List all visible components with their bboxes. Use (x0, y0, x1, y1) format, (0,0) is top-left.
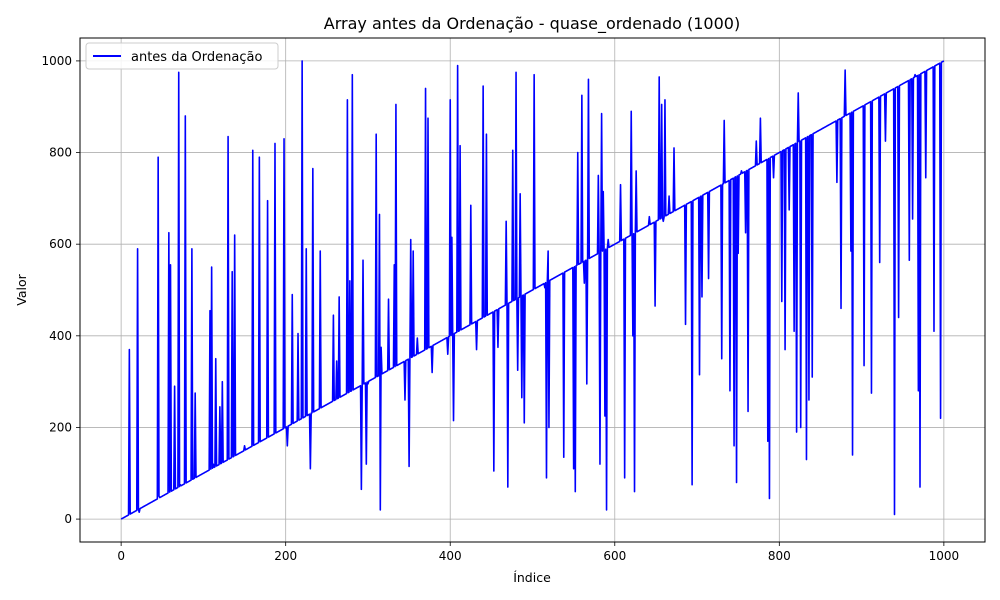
plot-frame (79, 37, 986, 543)
chart-title: Array antes da Ordenação - quase_ordenad… (324, 14, 740, 34)
series-layer (120, 60, 945, 520)
x-tick-label: 0 (117, 549, 125, 563)
y-axis-title: Valor (14, 273, 29, 305)
y-tick-label: 800 (49, 146, 72, 160)
x-axis-title: Índice (513, 570, 551, 585)
x-tick-label: 1000 (929, 549, 960, 563)
y-axis: 0 200 400 600 800 1000 (41, 54, 80, 526)
y-tick-label: 600 (49, 237, 72, 251)
y-tick-label: 200 (49, 420, 72, 434)
x-axis: 0 200 400 600 800 1000 (117, 542, 959, 563)
legend: antes da Ordenação (85, 42, 279, 70)
legend-label: antes da Ordenação (131, 50, 262, 65)
legend-box (85, 42, 279, 70)
x-tick-label: 600 (603, 549, 626, 563)
series-line (120, 60, 945, 520)
x-tick-label: 800 (768, 549, 791, 563)
x-tick-label: 200 (274, 549, 297, 563)
x-tick-label: 400 (439, 549, 462, 563)
y-tick-label: 0 (64, 512, 72, 526)
y-tick-label: 1000 (41, 54, 72, 68)
y-tick-label: 400 (49, 329, 72, 343)
